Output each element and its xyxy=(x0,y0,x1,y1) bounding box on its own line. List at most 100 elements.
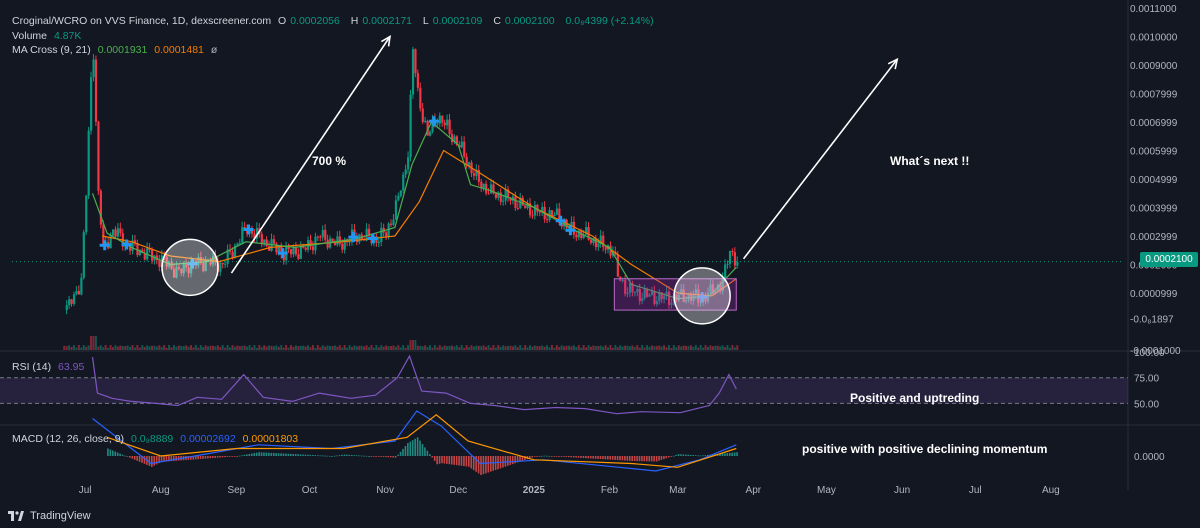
macd-hist-bar xyxy=(321,455,324,457)
macd-hist-bar xyxy=(487,456,490,473)
candle-body xyxy=(341,243,344,250)
volume-bar xyxy=(611,347,614,350)
macd-hist-bar xyxy=(275,453,277,456)
x-tick-label: May xyxy=(817,485,836,496)
volume-bar xyxy=(87,345,90,350)
candle-body xyxy=(602,235,605,248)
volume-bar xyxy=(499,346,502,350)
candle-body xyxy=(387,223,390,237)
volume-bar xyxy=(624,345,627,350)
x-tick-label: 2025 xyxy=(523,485,546,496)
macd-hist-bar xyxy=(546,455,548,457)
macd-hist-bar xyxy=(575,456,577,458)
volume-bar xyxy=(621,346,624,350)
macd-hist-bar xyxy=(697,455,699,457)
macd-hist-bar xyxy=(568,456,570,458)
candle-body xyxy=(624,280,627,294)
volume-bar xyxy=(429,345,431,350)
volume-bar xyxy=(194,345,197,350)
macd-hist-bar xyxy=(202,456,204,459)
volume-bar xyxy=(568,345,570,350)
volume-bar xyxy=(541,345,544,350)
volume-bar xyxy=(436,347,439,350)
candle-body xyxy=(419,87,422,109)
candle-body xyxy=(319,236,322,238)
volume-bar xyxy=(302,345,305,350)
volume-bar xyxy=(721,345,724,350)
annotation-macd: positive with positive declining momentu… xyxy=(802,442,1047,456)
candle-body xyxy=(628,283,632,293)
volume-bar xyxy=(365,345,368,350)
ma-cross-marker xyxy=(555,215,566,226)
macd-hist-bar xyxy=(597,456,599,459)
candle-body xyxy=(521,197,524,206)
y-tick-label: 0.0005999 xyxy=(1130,147,1178,158)
macd-hist-bar xyxy=(602,456,604,460)
volume-bar xyxy=(307,345,310,350)
candle-body xyxy=(416,73,420,88)
volume-bar xyxy=(592,345,595,350)
volume-label: Volume xyxy=(12,30,48,42)
macd-hist-bar xyxy=(131,456,134,459)
volume-bar xyxy=(202,347,205,350)
macd-hist-bar xyxy=(411,440,414,456)
volume-bar xyxy=(402,345,405,350)
macd-line-value: 0.00002692 xyxy=(180,433,236,445)
macd-hist-bar xyxy=(582,456,585,458)
y-tick-label: 0.0010000 xyxy=(1130,33,1178,44)
volume-bar xyxy=(411,340,414,350)
volume-bar xyxy=(680,346,683,350)
candle-body xyxy=(333,242,337,245)
candle-body xyxy=(436,123,439,125)
volume-bar xyxy=(524,345,527,350)
macd-hist-bar xyxy=(414,438,416,456)
macd-hist-bar xyxy=(402,448,404,456)
candle-body xyxy=(165,256,168,267)
volume-bar xyxy=(609,345,612,350)
volume-bar xyxy=(350,346,353,350)
candle-body xyxy=(380,227,383,242)
candle-body xyxy=(655,301,658,304)
candle-body xyxy=(294,247,298,255)
volume-bar xyxy=(241,345,244,350)
macd-hist-bar xyxy=(424,447,426,456)
candle-body xyxy=(211,255,215,265)
macd-hist-bar xyxy=(250,453,253,456)
volume-bar xyxy=(407,345,410,350)
candle-body xyxy=(177,267,181,269)
ma-cross-marker xyxy=(99,240,110,251)
tradingview-brand[interactable]: TradingView xyxy=(8,510,91,522)
volume-bar xyxy=(68,345,71,350)
macd-hist-bar xyxy=(292,454,295,456)
macd-hist-bar xyxy=(453,456,455,465)
ma-cross-marker xyxy=(243,224,254,235)
y-tick-label: 0.0009000 xyxy=(1130,61,1178,72)
volume-bar xyxy=(109,345,112,350)
candle-body xyxy=(487,193,490,195)
rsi-tick-label: 50.00 xyxy=(1134,399,1159,410)
macd-hist-bar xyxy=(633,456,636,462)
candle-body xyxy=(275,243,278,253)
candle-body xyxy=(463,141,466,157)
volume-bar xyxy=(694,345,697,350)
macd-hist-bar xyxy=(543,455,546,457)
candle-body xyxy=(597,243,600,248)
volume-legend: Volume 4.87K xyxy=(12,30,85,42)
volume-bar xyxy=(253,345,256,350)
volume-bar xyxy=(597,345,600,350)
candle-body xyxy=(65,305,68,311)
macd-signal-line xyxy=(106,414,737,468)
candle-body xyxy=(263,239,266,245)
candle-body xyxy=(438,115,441,124)
volume-bar xyxy=(363,346,366,350)
candle-body xyxy=(389,223,393,225)
macd-hist-bar xyxy=(126,456,129,457)
candle-body xyxy=(694,289,698,296)
candle-body xyxy=(136,243,139,255)
volume-bar xyxy=(409,340,412,350)
rsi-label: RSI (14) xyxy=(12,361,52,373)
volume-bar xyxy=(419,345,422,350)
macd-hist-bar xyxy=(409,441,412,456)
candle-body xyxy=(94,59,98,122)
